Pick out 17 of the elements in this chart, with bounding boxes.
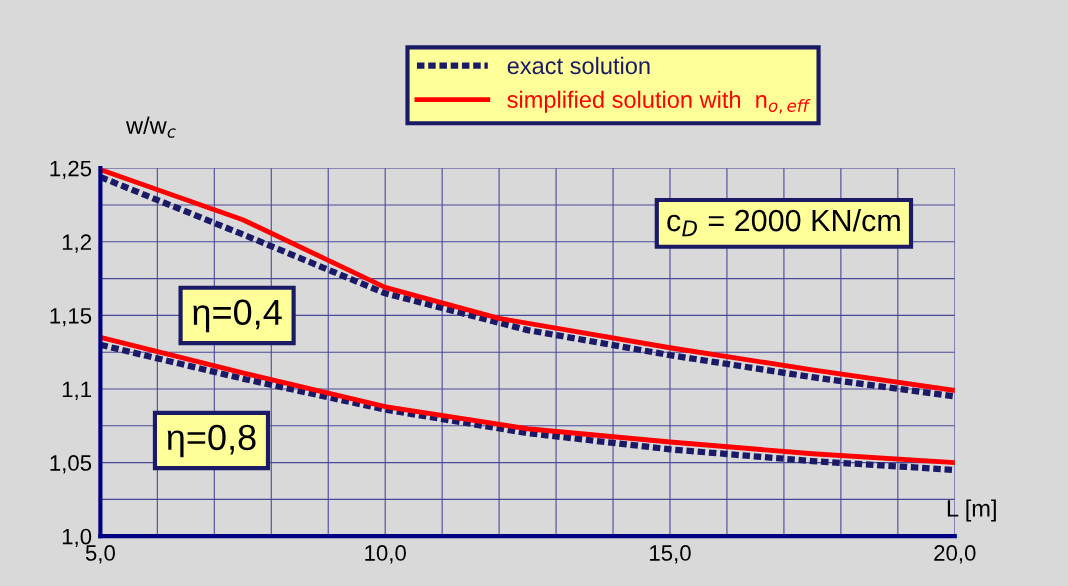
y-axis-title: w/w$_{c}$ [125, 116, 176, 138]
y-tick-label: 1,2 [62, 234, 91, 253]
annotation: c$_{D}$ = 2000 KN/cm [667, 208, 900, 237]
x-tick-label: 10,0 [365, 545, 406, 564]
x-tick-label: 5,0 [85, 545, 115, 564]
legend-label: exact solution [507, 56, 650, 75]
annotation: η=0,4 [193, 299, 282, 333]
y-tick-label: 1,25 [50, 160, 92, 180]
y-tick-label: 1,15 [50, 308, 92, 327]
y-tick-label: 1,1 [62, 381, 91, 400]
legend-label: simplified solution with n$_{o,eff}$ [507, 90, 811, 114]
x-tick-label: 15,0 [650, 545, 691, 564]
annotation: η=0,8 [167, 424, 256, 458]
x-axis-title: L [m] [947, 499, 996, 522]
y-tick-label: 1,05 [50, 455, 92, 474]
x-tick-label: 20,0 [934, 545, 976, 564]
y-tick-label: 1,0 [62, 528, 92, 548]
